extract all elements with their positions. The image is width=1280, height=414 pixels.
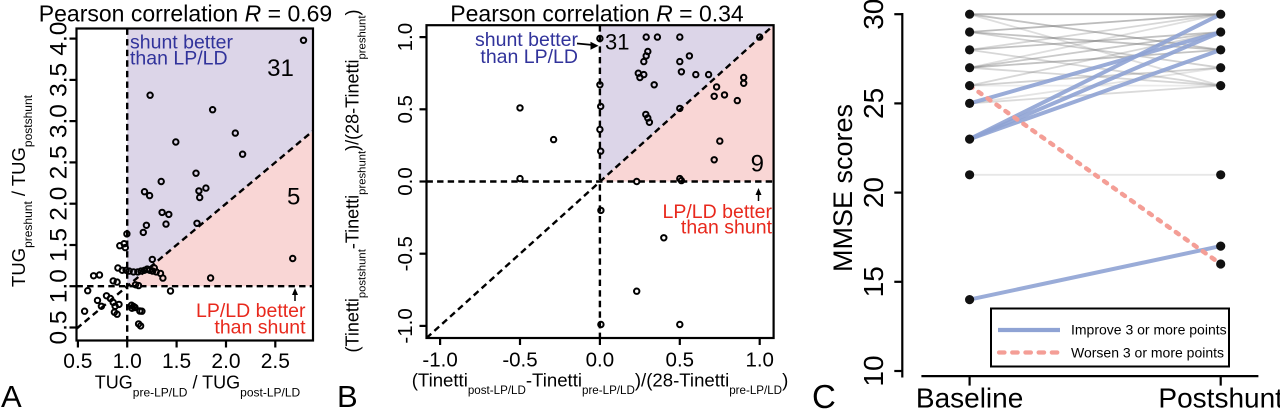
svg-text:LP/LD better: LP/LD better — [663, 201, 773, 223]
svg-text:15: 15 — [858, 266, 889, 297]
svg-text:0.5: 0.5 — [63, 350, 92, 373]
svg-text:0.5: 0.5 — [666, 349, 695, 372]
svg-text:2.5: 2.5 — [261, 350, 290, 373]
svg-text:10: 10 — [858, 355, 889, 386]
svg-text:2.0: 2.0 — [211, 350, 240, 373]
svg-text:25: 25 — [858, 88, 889, 119]
svg-text:Postshunt: Postshunt — [1158, 383, 1280, 410]
svg-text:B: B — [337, 379, 358, 409]
svg-text:0.5: 0.5 — [46, 310, 73, 344]
svg-text:-1.0: -1.0 — [422, 349, 457, 372]
svg-text:31: 31 — [267, 55, 294, 82]
svg-text:Worsen 3 or more points: Worsen 3 or more points — [1071, 344, 1224, 360]
svg-text:Baseline: Baseline — [916, 383, 1023, 410]
svg-text:MMSE scores: MMSE scores — [828, 104, 858, 272]
svg-text:0.0: 0.0 — [586, 349, 615, 372]
svg-text:20: 20 — [858, 177, 889, 208]
svg-text:1.0: 1.0 — [46, 269, 73, 303]
svg-text:than shunt: than shunt — [681, 217, 773, 239]
svg-text:0.0: 0.0 — [394, 167, 417, 196]
svg-text:-1.0: -1.0 — [394, 308, 417, 343]
svg-text:Pearson correlation R = 0.34: Pearson correlation R = 0.34 — [450, 1, 744, 27]
svg-text:shunt better: shunt better — [475, 29, 578, 51]
svg-text:1.0: 1.0 — [394, 23, 417, 52]
svg-text:2.0: 2.0 — [46, 187, 73, 221]
svg-text:9: 9 — [751, 151, 764, 178]
svg-text:shunt better: shunt better — [130, 32, 233, 54]
svg-text:1.0: 1.0 — [113, 350, 142, 373]
svg-text:31: 31 — [605, 29, 629, 54]
svg-text:3.0: 3.0 — [46, 104, 73, 138]
svg-text:5: 5 — [287, 184, 300, 211]
svg-text:2.5: 2.5 — [46, 145, 73, 179]
svg-text:1.5: 1.5 — [162, 350, 191, 373]
svg-text:0.5: 0.5 — [394, 95, 417, 124]
svg-text:C: C — [812, 378, 836, 409]
svg-text:Pearson correlation R = 0.69: Pearson correlation R = 0.69 — [39, 1, 332, 27]
svg-text:-0.5: -0.5 — [502, 349, 537, 372]
svg-text:than LP/LD: than LP/LD — [130, 47, 228, 69]
svg-text:A: A — [1, 379, 22, 409]
svg-text:Improve 3 or more points: Improve 3 or more points — [1071, 321, 1227, 337]
svg-text:1.0: 1.0 — [745, 349, 774, 372]
svg-text:3.5: 3.5 — [46, 63, 73, 97]
svg-text:than shunt: than shunt — [214, 317, 306, 339]
svg-text:-0.5: -0.5 — [394, 236, 417, 271]
svg-text:1.5: 1.5 — [46, 228, 73, 262]
svg-text:30: 30 — [858, 0, 889, 30]
svg-text:than LP/LD: than LP/LD — [480, 46, 578, 68]
svg-text:4.0: 4.0 — [46, 22, 73, 56]
svg-text:LP/LD better: LP/LD better — [196, 300, 306, 322]
